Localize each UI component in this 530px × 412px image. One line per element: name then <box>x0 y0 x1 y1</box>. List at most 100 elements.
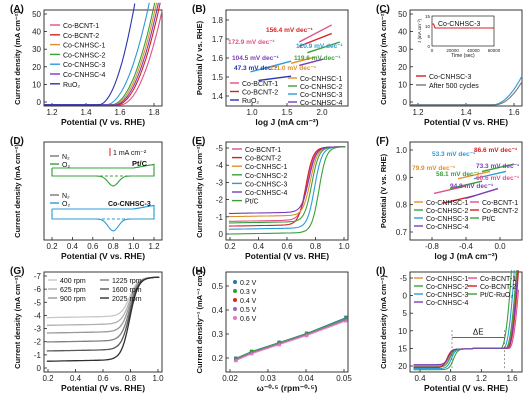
legend-label: Co-BCNT-2 <box>480 284 516 291</box>
y-tick-label: -2 <box>34 338 42 347</box>
x-axis-label: log J (mA cm⁻²) <box>255 117 318 127</box>
y-tick-label: 40 <box>398 28 407 37</box>
slope-annotation: 86.6 mV dec⁻¹ <box>474 147 517 154</box>
y-tick-label: 1.5 <box>212 73 224 82</box>
x-tick-label: -0.4 <box>459 242 473 251</box>
inset-line <box>432 23 494 29</box>
panel-i: (I) 0.4 0.8 1.2 1.6 20 15 10 5 0 -5 Potential (V vs… <box>376 266 523 393</box>
panel-label: (A) <box>10 4 24 15</box>
legend-label: 0.2 V <box>240 280 257 287</box>
y-axis-label: Current density (mA cm⁻²) <box>13 11 22 105</box>
panel-label: (E) <box>192 136 205 147</box>
y-tick-label: 50 <box>398 10 407 19</box>
x-tick-label: -0.8 <box>425 242 439 251</box>
slope-annotation: 60.6 mV dec⁻¹ <box>476 175 519 182</box>
y-tick-label: -3 <box>216 178 224 187</box>
x-tick-label: 1.0 <box>338 242 350 251</box>
data-point <box>233 358 238 363</box>
panel-label: (D) <box>10 136 24 147</box>
x-tick-label: 0.4 <box>414 374 426 383</box>
y-axis-label: Current density (mA cm⁻²) <box>379 275 388 369</box>
y-tick-label: 0.4 <box>212 306 224 315</box>
y-tick-label: 1.4 <box>212 92 224 101</box>
y-tick-label: 30 <box>398 45 407 54</box>
legend-label: Co-CNHSC-3 <box>63 62 106 69</box>
plot-frame <box>409 271 523 373</box>
legend-label: Co-BCNT-2 <box>245 156 281 163</box>
y-tick-label: 0.3 <box>212 330 224 339</box>
pt-c-tag: Pt/C <box>132 159 148 168</box>
legend-label: Co-CNHSC-4 <box>426 224 469 231</box>
panel-h: (H) 0.02 0.03 0.04 0.05 0.2 0.3 0.4 0.5 ω⁻⁰·⁵ (rp… <box>192 266 352 393</box>
legend-label: 1225 rpm <box>112 278 142 285</box>
panel-e: (E) 0.2 0.4 0.6 0.8 1.0 0 -1 -2 -3 -4 -5 Potential (… <box>192 136 350 261</box>
legend-label: Co-BCNT-2 <box>482 208 518 215</box>
panel-f: (F) -0.8 -0.4 0.0 0.7 0.8 0.9 1.0 log J (mA cm⁻²… <box>376 136 523 261</box>
panel-label: (I) <box>376 266 385 277</box>
y-tick-label: 0.7 <box>396 228 408 237</box>
x-axis-label: Potential (V vs. RHE) <box>424 383 508 393</box>
x-tick-label: 0.6 <box>97 374 109 383</box>
legend-label: Co-BCNT-1 <box>480 276 516 283</box>
x-tick-label: 1.6 <box>506 374 518 383</box>
series-line <box>46 276 160 362</box>
x-axis-label: ω⁻⁰·⁵ (rpm⁻⁰·⁵) <box>257 383 318 393</box>
x-tick-label: 2.0 <box>316 108 328 117</box>
legend-label: Co-CNHSC-1 <box>63 43 106 50</box>
legend-label: 0.6 V <box>240 316 257 323</box>
legend-label: Co-BCNT-1 <box>482 200 518 207</box>
fit-line <box>299 58 324 67</box>
x-axis-label: Potential (V vs. RHE) <box>61 251 145 261</box>
inset-label: Co-CNHSC-3 <box>438 21 481 28</box>
legend-marker <box>233 289 237 293</box>
legend-label: Pt/C <box>482 216 496 223</box>
legend-label: Co-CNHSC-4 <box>245 190 288 197</box>
legend-marker <box>233 316 237 320</box>
legend-label: Co-BCNT-1 <box>245 147 281 154</box>
y-axis-label: Potential (V vs. RHE) <box>379 153 388 228</box>
panel-b: (B) 1.0 1.5 2.0 1.4 1.5 1.6 1.7 1.8 log J (mA cm⁻… <box>192 4 349 127</box>
slope-annotation: 79.9 mV dec⁻¹ <box>412 165 455 172</box>
legend-label: Co-CNHSC-2 <box>63 52 106 59</box>
legend-label: Co-CNHSC-3 <box>300 92 343 99</box>
inset-y-label: J (mA cm⁻²) <box>417 18 422 43</box>
cv-loop <box>51 204 155 232</box>
plot-frame <box>225 271 349 373</box>
x-tick-label: 0.6 <box>281 242 293 251</box>
series-line <box>228 146 346 214</box>
y-tick-label: 1.7 <box>212 35 224 44</box>
series-line <box>44 3 136 106</box>
inset-y-tick: 15 <box>425 14 431 19</box>
x-tick-label: 1.4 <box>80 108 92 117</box>
slope-annotation: 120.9 mV dec⁻¹ <box>296 43 343 50</box>
x-tick-label: 0.4 <box>67 242 79 251</box>
legend-label: Co-CNHSC-2 <box>300 84 343 91</box>
panel-label: (G) <box>10 266 24 277</box>
x-axis-label: Potential (V vs. RHE) <box>424 117 508 127</box>
legend-label: Pt/C <box>245 199 259 206</box>
slope-annotation: 119.6 mV dec⁻¹ <box>294 55 340 62</box>
y-tick-label: 1.0 <box>396 146 408 155</box>
x-axis-label: Potential (V vs. RHE) <box>245 251 329 261</box>
y-tick-label: -5 <box>34 298 42 307</box>
y-tick-label: -6 <box>34 285 42 294</box>
y-axis-label: Current density (mA cm⁻²) <box>13 144 22 238</box>
y-tick-label: 10 <box>398 80 407 89</box>
y-tick-label: 0.9 <box>396 173 408 182</box>
panel-label: (H) <box>192 266 206 277</box>
y-tick-label: -1 <box>34 351 42 360</box>
plot-frame <box>43 141 163 241</box>
x-tick-label: 0.04 <box>298 374 314 383</box>
legend-label: Co-CNHSC-4 <box>426 300 469 307</box>
inset-x-tick: 20000 <box>446 48 459 53</box>
legend-label: 900 rpm <box>60 296 86 303</box>
x-tick-label: 1.2 <box>46 108 58 117</box>
inset-y-tick: 10 <box>425 24 431 29</box>
x-tick-label: 0.2 <box>42 374 54 383</box>
x-tick-label: 0.0 <box>494 242 506 251</box>
y-tick-label: 0.5 <box>212 282 224 291</box>
legend-label: Co-CNHSC-2 <box>245 173 288 180</box>
legend-label: RuO₂ <box>242 98 259 105</box>
legend-label: Co-CNHSC-1 <box>245 164 288 171</box>
fit-line <box>250 60 292 73</box>
